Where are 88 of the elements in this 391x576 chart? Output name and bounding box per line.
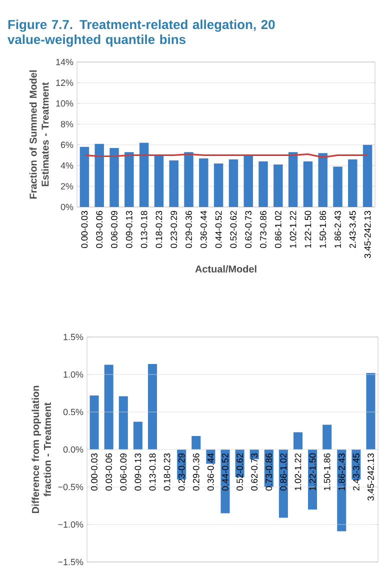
x-tick-label: 1.02-1.22: [294, 453, 302, 490]
x-tick-label: 0.13-0.18: [140, 210, 148, 248]
y-tick-label: −1.0%: [58, 521, 84, 528]
x-tick-label: 0.06-0.09: [120, 453, 127, 491]
bar: [148, 364, 157, 450]
bar: [184, 152, 194, 207]
bar: [258, 161, 268, 207]
bar: [118, 396, 128, 450]
x-tick-label: 0.23-0.29: [170, 210, 178, 248]
x-tick-label: 1.50-1.86: [320, 210, 326, 248]
x-tick-label: 0.52-0.62: [236, 453, 243, 491]
bar: [244, 155, 253, 207]
bar: [104, 364, 114, 450]
y-axis-title: Difference from population fraction - Treatment: [32, 386, 51, 514]
x-tick-label: 1.86-2.43: [334, 210, 341, 248]
x-tick-label: 0.44-0.52: [215, 210, 222, 248]
x-tick-label: 0.18-0.23: [156, 210, 162, 248]
bar: [274, 164, 283, 207]
y-tick-label: 14%: [56, 58, 74, 66]
bar: [318, 153, 328, 207]
y-tick-label: 4%: [60, 162, 74, 169]
bar: [293, 432, 302, 450]
y-tick-label: 0%: [60, 204, 74, 210]
x-tick-label: 0.18-0.23: [164, 453, 170, 491]
x-tick-label: 1.02-1.22: [290, 210, 296, 248]
bar: [139, 142, 149, 207]
bar: [169, 160, 178, 207]
x-tick-label: 2.43-3.45: [349, 210, 356, 248]
x-tick-label: 0.52-0.62: [230, 210, 237, 248]
y-tick-label: 0.5%: [63, 408, 84, 416]
x-tick-label: 0.36-0.44: [207, 453, 214, 491]
y-tick-label: 12%: [56, 80, 74, 86]
bar: [214, 163, 224, 207]
bar: [110, 148, 119, 207]
x-tick-label: 1.50-1.86: [324, 453, 330, 490]
x-tick-label: 0.36-0.44: [200, 210, 207, 248]
bar: [199, 158, 208, 207]
x-tick-label: 2.43-3.45: [353, 453, 360, 490]
bar: [322, 424, 332, 450]
x-tick-label: 0.06-0.09: [111, 210, 118, 248]
x-tick-label: 0.03-0.06: [96, 210, 103, 248]
y-tick-label: 8%: [60, 120, 74, 128]
x-tick-label: 0.00-0.03: [91, 453, 98, 491]
chart-title: Figure 7.7. Treatment-related allegation, 20 value-weighted quantile bins: [8, 20, 275, 47]
y-tick-label: −0.5%: [58, 484, 84, 490]
x-tick-label: 0.73-0.86: [266, 453, 272, 491]
x-tick-label: 1.22-1.50: [304, 210, 312, 248]
bar: [366, 373, 376, 450]
x-tick-label: 0.29-0.36: [192, 453, 200, 491]
bar: [80, 146, 90, 207]
bar: [288, 152, 298, 207]
bar: [94, 144, 104, 207]
bar: [303, 161, 313, 207]
y-tick-label: 1.5%: [64, 334, 84, 340]
y-tick-label: 6%: [60, 142, 74, 148]
x-tick-label: 0.09-0.13: [134, 453, 142, 491]
x-tick-label: 0.73-0.86: [260, 210, 266, 248]
x-tick-label: 0.86-1.02: [280, 453, 287, 491]
x-tick-label: 0.86-1.02: [274, 210, 282, 248]
x-tick-label: 0.00-0.03: [81, 210, 88, 248]
bar: [124, 152, 134, 207]
x-tick-label: 1.22-1.50: [309, 453, 316, 490]
y-tick-label: 1.0%: [64, 371, 84, 378]
y-axis-title: Fraction of Summed Model Estimates - Treatment: [29, 70, 49, 199]
x-axis-title: Actual/Model: [195, 265, 256, 273]
x-tick-label: 1.86-2.43: [338, 453, 345, 490]
bar: [362, 144, 372, 207]
bar: [333, 166, 342, 207]
x-tick-label: 0.44-0.52: [222, 453, 228, 491]
bar: [348, 159, 358, 207]
x-tick-label: 3.45-242.13: [364, 210, 371, 258]
y-tick-label: 2%: [60, 183, 74, 190]
x-tick-label: 0.62-0.73: [251, 453, 258, 491]
bar: [154, 155, 164, 207]
x-tick-label: 0.13-0.18: [149, 453, 156, 491]
bar: [133, 422, 142, 450]
y-tick-label: −1.5%: [58, 558, 84, 566]
x-tick-label: 0.62-0.73: [245, 210, 252, 248]
x-tick-label: 3.45-242.13: [368, 453, 374, 501]
x-tick-label: 0.09-0.13: [126, 210, 132, 248]
y-tick-label: 10%: [56, 100, 74, 107]
x-tick-label: 0.23-0.29: [178, 453, 185, 491]
y-tick-label: 0.0%: [63, 446, 84, 453]
bar: [90, 396, 99, 450]
x-tick-label: 0.29-0.36: [186, 210, 192, 248]
bar: [228, 159, 238, 207]
x-tick-label: 0.03-0.06: [106, 453, 112, 491]
bar: [192, 436, 201, 450]
